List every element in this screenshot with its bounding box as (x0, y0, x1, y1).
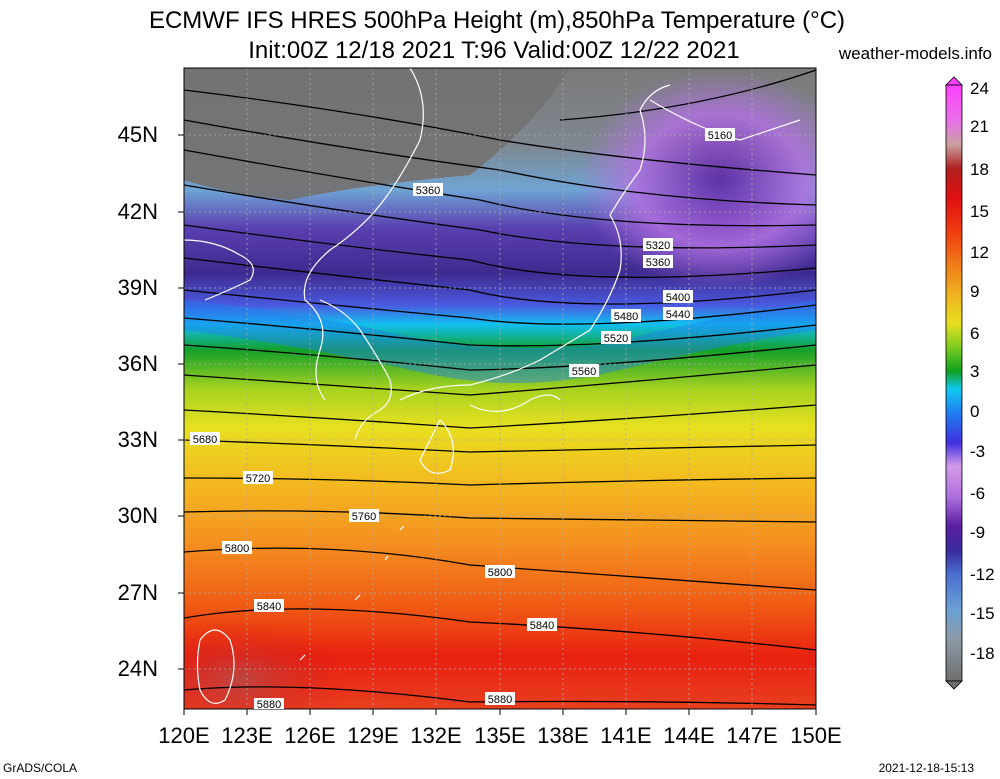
lon-label: 144E (663, 723, 715, 748)
contour-label: 5840 (254, 599, 284, 613)
contour-label: 5480 (611, 309, 641, 323)
lat-label: 33N (117, 427, 158, 452)
colorbar-label: 24 (970, 79, 989, 98)
lon-label: 138E (537, 723, 589, 748)
lon-label: 123E (221, 723, 273, 748)
svg-text:5520: 5520 (604, 333, 628, 345)
svg-text:5680: 5680 (193, 434, 217, 446)
colorbar-bottom-arrow (945, 680, 963, 690)
lat-label: 36N (117, 351, 158, 376)
svg-text:5880: 5880 (257, 699, 281, 711)
map-title: ECMWF IFS HRES 500hPa Height (m),850hPa … (148, 7, 846, 34)
contour-label: 5840 (527, 618, 557, 632)
colorbar-label: -3 (970, 442, 986, 461)
contour-label-group: 5160 5320 5360 5360 5400 5440 5480 5520 … (190, 128, 735, 711)
contour-label: 5160 (705, 128, 735, 142)
lat-label: 27N (117, 580, 158, 605)
warm-core-southwest (184, 620, 350, 709)
contour-label: 5400 (663, 290, 693, 304)
axis-ticks (178, 134, 817, 715)
contour-label: 5320 (643, 238, 673, 252)
svg-text:5800: 5800 (225, 543, 249, 555)
svg-text:5720: 5720 (246, 473, 270, 485)
lon-label: 129E (347, 723, 399, 748)
colorbar-label: 0 (970, 402, 980, 421)
svg-text:5360: 5360 (646, 257, 670, 269)
lat-label: 42N (117, 199, 158, 224)
lat-label: 45N (117, 122, 158, 147)
coastlines (184, 68, 801, 704)
contour-label: 5440 (663, 307, 693, 321)
colorbar-label: 6 (970, 324, 980, 343)
colorbar-label: -18 (970, 644, 995, 663)
colorbar-top-arrow (945, 76, 963, 86)
contour-label: 5360 (643, 255, 673, 269)
svg-text:5360: 5360 (416, 185, 440, 197)
svg-text:5880: 5880 (488, 694, 512, 706)
contour-label: 5800 (222, 541, 252, 555)
colorbar (945, 76, 963, 690)
lon-label: 135E (474, 723, 526, 748)
contour-label: 5520 (601, 331, 631, 345)
contour-label: 5680 (190, 432, 220, 446)
svg-text:5760: 5760 (352, 511, 376, 523)
svg-text:5320: 5320 (646, 240, 670, 252)
colorbar-label: -15 (970, 604, 995, 623)
svg-text:5840: 5840 (257, 601, 281, 613)
credit-text: weather-models.info (838, 44, 992, 63)
lon-label: 120E (158, 723, 210, 748)
colorbar-label: 9 (970, 282, 980, 301)
contour-label: 5880 (254, 698, 284, 711)
svg-text:5480: 5480 (614, 311, 638, 323)
lon-label: 141E (600, 723, 652, 748)
contour-label: 5360 (413, 183, 443, 197)
map-subtitle: Init:00Z 12/18 2021 T:96 Valid:00Z 12/22… (248, 37, 740, 64)
contour-label: 5560 (569, 364, 599, 378)
colorbar-label: 15 (970, 202, 989, 221)
lon-label: 126E (284, 723, 336, 748)
contour-label: 5800 (485, 565, 515, 579)
colorbar-label: 12 (970, 243, 989, 262)
colorbar-label: -9 (970, 523, 986, 542)
contour-label: 5880 (485, 692, 515, 706)
colorbar-ramp (945, 84, 963, 682)
svg-text:5840: 5840 (530, 620, 554, 632)
footer-software: GrADS/COLA (3, 761, 78, 775)
lon-label: 132E (410, 723, 462, 748)
lat-label: 39N (117, 275, 158, 300)
contour-label: 5720 (243, 471, 273, 485)
footer-timestamp: 2021-12-18-15:13 (878, 761, 974, 775)
colorbar-label: 21 (970, 117, 989, 136)
svg-text:5400: 5400 (666, 292, 690, 304)
colorbar-label: -6 (970, 484, 986, 503)
svg-text:5440: 5440 (666, 309, 690, 321)
lat-label: 30N (117, 503, 158, 528)
lon-label: 150E (790, 723, 842, 748)
cold-pool-northeast (580, 70, 816, 290)
colorbar-label: -12 (970, 565, 995, 584)
lon-label: 147E (726, 723, 778, 748)
svg-text:5800: 5800 (488, 567, 512, 579)
svg-text:5560: 5560 (572, 366, 596, 378)
colorbar-label: 18 (970, 160, 989, 179)
lat-label: 24N (117, 656, 158, 681)
contour-label: 5760 (349, 509, 379, 523)
svg-text:5160: 5160 (708, 130, 732, 142)
colorbar-label: 3 (970, 362, 980, 381)
contour-5160 (559, 69, 816, 121)
